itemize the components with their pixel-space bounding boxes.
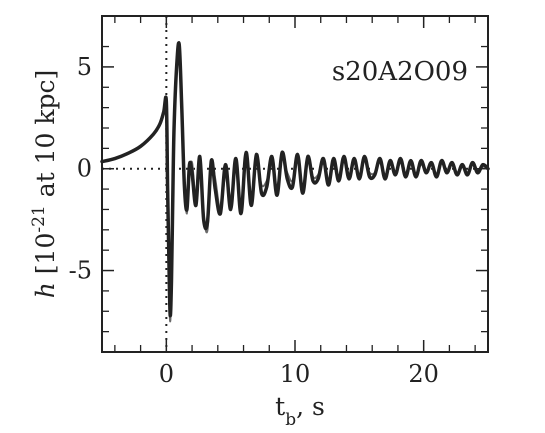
axis-ticks [102, 16, 488, 352]
y-axis-label-post: at 10 kpc] [31, 70, 60, 206]
y-axis-label-italic: h [31, 282, 60, 298]
series-line-2 [100, 41, 490, 318]
y-axis-label-sup: -21 [29, 205, 49, 232]
y-axis-label-pre: [10 [31, 233, 60, 283]
series-annotation: s20A2O09 [332, 57, 468, 87]
x-tick-label: 0 [159, 360, 174, 388]
x-axis-label-sub: b [285, 410, 296, 430]
y-tick-label: -5 [69, 257, 92, 285]
x-axis-label-rest: , s [296, 392, 325, 421]
y-tick-label: 0 [77, 155, 92, 183]
y-axis-label: h [10-21 at 10 kpc] [29, 70, 60, 299]
x-axis-label-main: t [275, 392, 285, 421]
x-tick-label: 10 [280, 360, 311, 388]
series-group [100, 41, 490, 323]
series-line-1 [101, 45, 489, 323]
x-tick-label: 20 [408, 360, 439, 388]
tick-labels: 0 10 20 5 0 -5 [69, 53, 439, 388]
y-tick-label: 5 [77, 53, 92, 81]
x-axis-label: tb, s [275, 392, 325, 430]
